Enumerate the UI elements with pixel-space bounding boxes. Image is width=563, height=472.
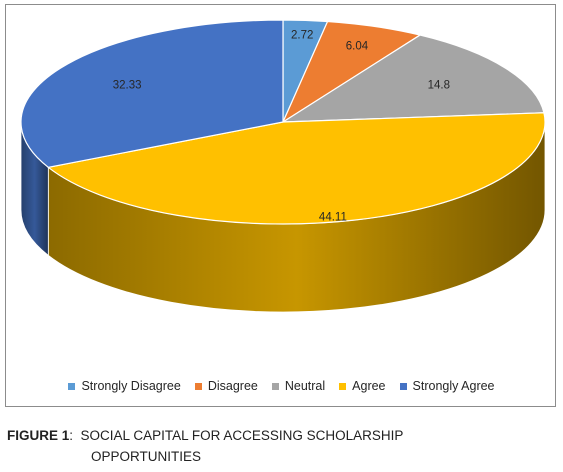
- figure-caption: FIGURE 1: SOCIAL CAPITAL FOR ACCESSING S…: [7, 425, 547, 467]
- caption-line2: OPPORTUNITIES: [91, 449, 202, 464]
- legend-swatch-strongly-agree: [399, 382, 407, 390]
- caption-separator: :: [69, 428, 74, 443]
- legend-item-agree: Agree: [339, 379, 386, 393]
- legend-swatch-disagree: [194, 382, 202, 390]
- data-label-strongly-agree: 32.33: [113, 79, 142, 91]
- data-label-disagree: 6.04: [346, 41, 369, 53]
- legend-label-agree: Agree: [352, 379, 386, 393]
- legend-item-neutral: Neutral: [271, 379, 326, 393]
- pie-slice-strongly-agree: [20, 19, 284, 168]
- pie-slice-agree: [46, 112, 546, 225]
- caption-label: FIGURE 1: [7, 428, 70, 443]
- pie-chart: 2.72 6.04 14.8 44.11 32.33: [20, 19, 546, 313]
- legend-item-strongly-disagree: Strongly Disagree: [68, 379, 181, 393]
- legend-label-strongly-disagree: Strongly Disagree: [81, 379, 181, 393]
- legend-swatch-neutral: [271, 382, 279, 390]
- pie-slice-neutral: [280, 34, 545, 123]
- legend-item-strongly-agree: Strongly Agree: [399, 379, 495, 393]
- data-label-neutral: 14.8: [428, 79, 450, 91]
- legend-label-disagree: Disagree: [207, 379, 258, 393]
- legend-swatch-agree: [339, 382, 347, 390]
- legend-label-strongly-agree: Strongly Agree: [412, 379, 495, 393]
- legend: Strongly Disagree Disagree Neutral Agree Str…: [6, 379, 557, 393]
- chart-frame: 2.72 6.04 14.8 44.11 32.33 Strongly Disagree…: [5, 4, 556, 407]
- data-label-strongly-disagree: 2.72: [291, 30, 313, 42]
- legend-item-disagree: Disagree: [194, 379, 258, 393]
- caption-line1: SOCIAL CAPITAL FOR ACCESSING SCHOLARSHIP: [80, 428, 404, 443]
- data-label-agree: 44.11: [319, 212, 347, 224]
- legend-swatch-strongly-disagree: [68, 382, 76, 390]
- legend-label-neutral: Neutral: [284, 379, 326, 393]
